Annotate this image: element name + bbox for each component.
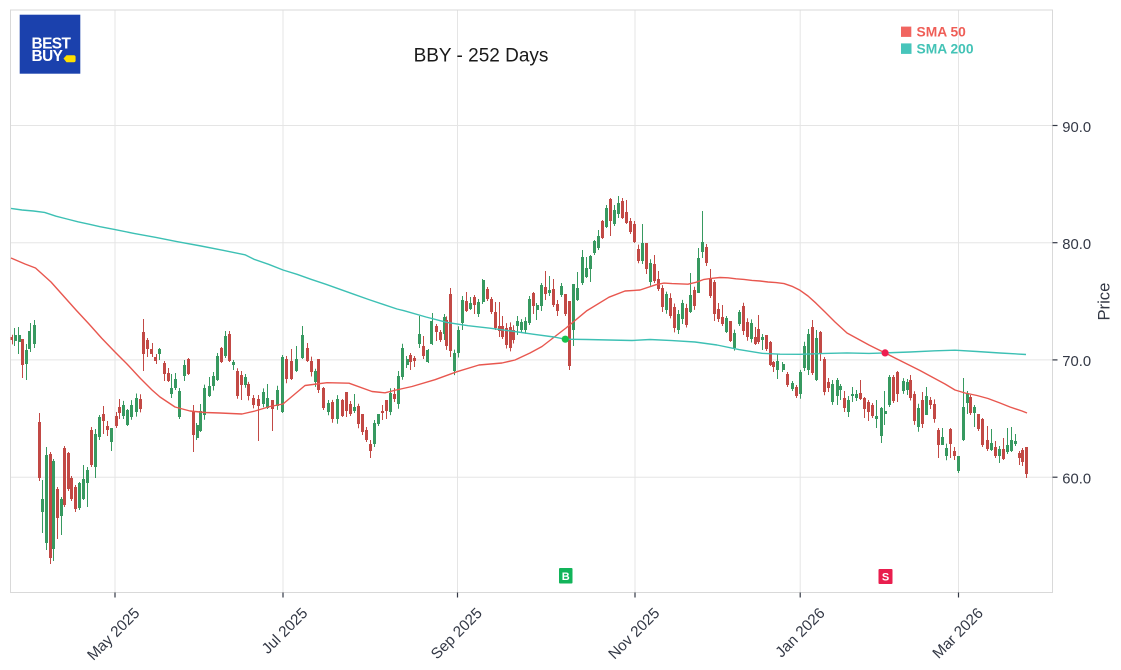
svg-text:Mar 2026: Mar 2026 — [929, 605, 986, 662]
svg-text:Sep 2025: Sep 2025 — [428, 605, 486, 663]
svg-text:SMA 50: SMA 50 — [917, 24, 967, 39]
svg-text:60.0: 60.0 — [1062, 472, 1091, 488]
svg-text:BEST: BEST — [32, 35, 72, 52]
svg-text:B: B — [562, 571, 570, 583]
svg-text:Nov 2025: Nov 2025 — [605, 605, 663, 663]
svg-text:80.0: 80.0 — [1062, 237, 1091, 253]
svg-text:SMA 200: SMA 200 — [917, 42, 974, 57]
svg-text:Jul 2025: Jul 2025 — [259, 605, 312, 658]
svg-text:70.0: 70.0 — [1062, 354, 1091, 370]
svg-text:BBY - 252 Days: BBY - 252 Days — [414, 45, 549, 66]
svg-text:S: S — [882, 572, 889, 584]
svg-text:90.0: 90.0 — [1062, 120, 1091, 136]
svg-text:Jan 2026: Jan 2026 — [772, 605, 828, 661]
svg-text:Price: Price — [1095, 283, 1114, 321]
svg-text:BUY: BUY — [32, 48, 64, 65]
svg-text:May 2025: May 2025 — [84, 605, 143, 664]
